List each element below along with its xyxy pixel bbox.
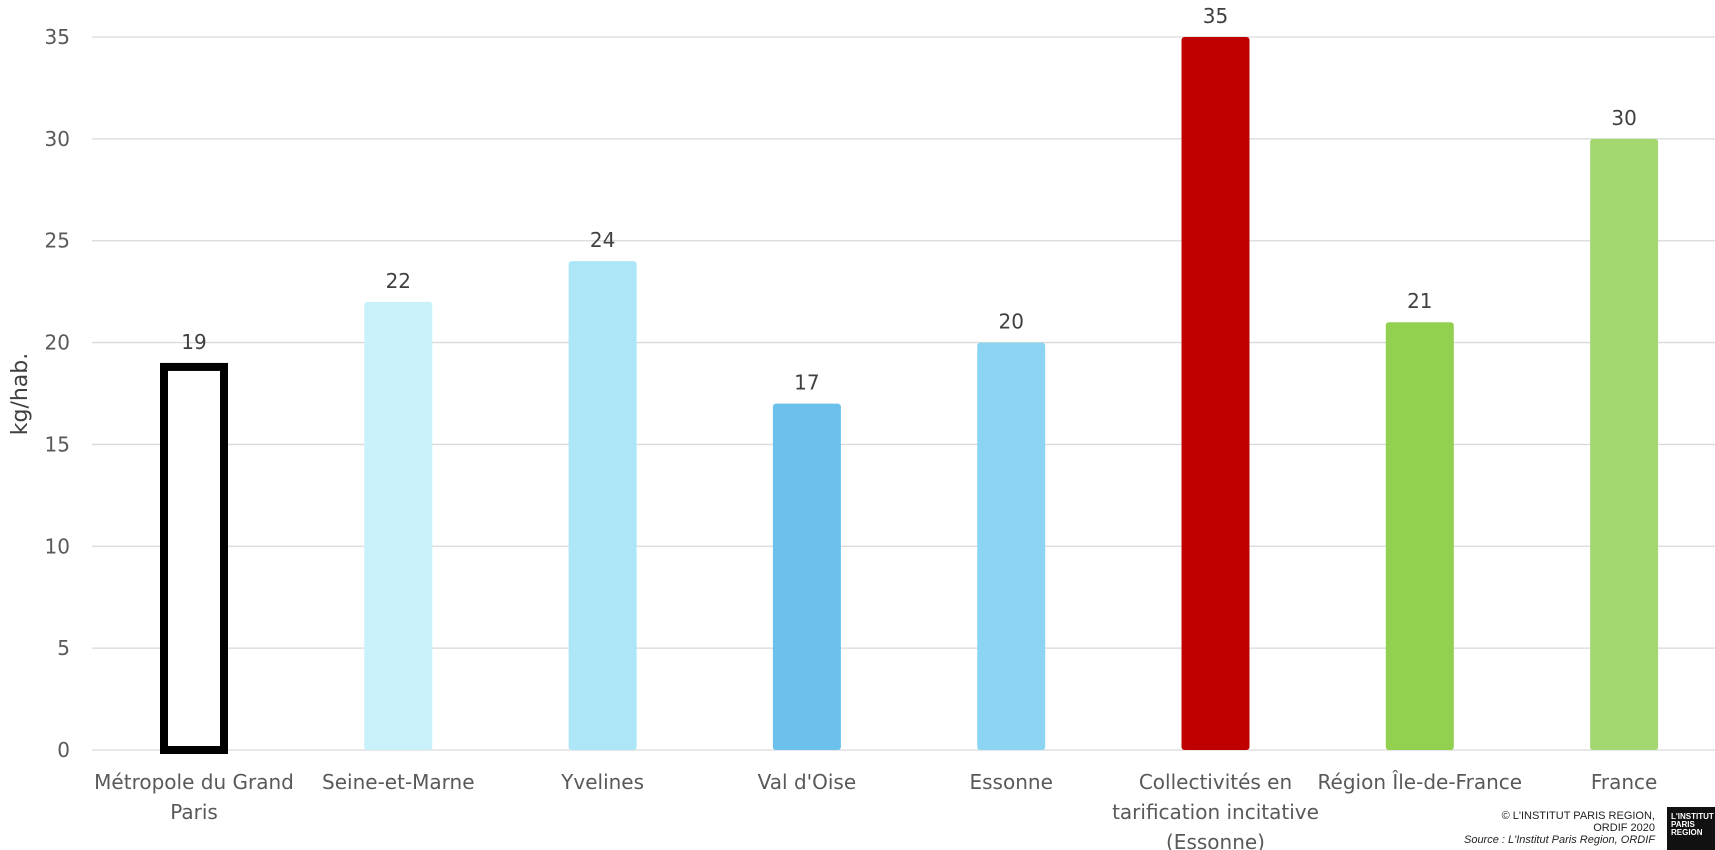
category-label: Métropole du Grand Paris bbox=[94, 770, 294, 824]
data-label: 20 bbox=[998, 310, 1023, 334]
y-tick-label: 30 bbox=[45, 127, 70, 151]
data-label: 30 bbox=[1611, 106, 1636, 130]
y-tick-label: 20 bbox=[45, 331, 70, 355]
credit-line-2: ORDIF 2020 bbox=[1593, 822, 1655, 834]
data-label: 35 bbox=[1203, 4, 1228, 28]
bar bbox=[568, 261, 637, 750]
y-tick-label: 0 bbox=[57, 738, 70, 762]
institut-logo: L'INSTITUT PARIS REGION bbox=[1667, 807, 1715, 850]
y-tick-label: 35 bbox=[45, 25, 70, 49]
bar bbox=[1181, 37, 1250, 750]
data-labels: 19 22 24 17 20 35 21 30 bbox=[181, 4, 1637, 395]
source-note: Source : L'Institut Paris Region, ORDIF bbox=[1463, 834, 1655, 846]
data-label: 19 bbox=[181, 330, 206, 354]
data-label: 22 bbox=[386, 269, 411, 293]
bar bbox=[977, 342, 1046, 750]
y-tick-label: 5 bbox=[57, 636, 70, 660]
logo-line-3: REGION bbox=[1671, 828, 1703, 837]
bars bbox=[160, 37, 1659, 754]
category-label: Collectivités en tarification incitative(… bbox=[1112, 770, 1319, 850]
category-label: Val d'Oise bbox=[758, 770, 857, 794]
y-axis-label: kg/hab. bbox=[8, 353, 33, 436]
bar bbox=[160, 362, 228, 754]
copyright-credit: © L'INSTITUT PARIS REGION, ORDIF 2020 So… bbox=[1464, 810, 1655, 846]
logo-line-2: PARIS bbox=[1671, 820, 1695, 829]
category-labels: Métropole du Grand Paris Seine-et-Marne Yve… bbox=[94, 770, 1657, 850]
data-label: 21 bbox=[1407, 289, 1432, 313]
bar bbox=[1590, 138, 1659, 750]
bar bbox=[364, 301, 433, 750]
bar bbox=[772, 403, 841, 750]
y-tick-label: 10 bbox=[45, 534, 70, 558]
y-axis-ticks: 0 5 10 15 20 25 30 35 bbox=[45, 25, 70, 762]
category-label: Yvelines bbox=[560, 770, 644, 794]
gridlines bbox=[92, 36, 1715, 751]
bar bbox=[1385, 322, 1454, 750]
category-label: Seine-et-Marne bbox=[322, 770, 474, 794]
category-label: Essonne bbox=[970, 770, 1053, 794]
data-label: 24 bbox=[590, 228, 615, 252]
category-label: Région Île-de-France bbox=[1318, 770, 1523, 794]
y-tick-label: 25 bbox=[45, 229, 70, 253]
y-tick-label: 15 bbox=[45, 432, 70, 456]
logo-line-1: L'INSTITUT bbox=[1671, 812, 1714, 821]
data-label: 17 bbox=[794, 371, 819, 395]
category-label: France bbox=[1591, 770, 1658, 794]
credit-line-1: © L'INSTITUT PARIS REGION, bbox=[1501, 810, 1655, 822]
